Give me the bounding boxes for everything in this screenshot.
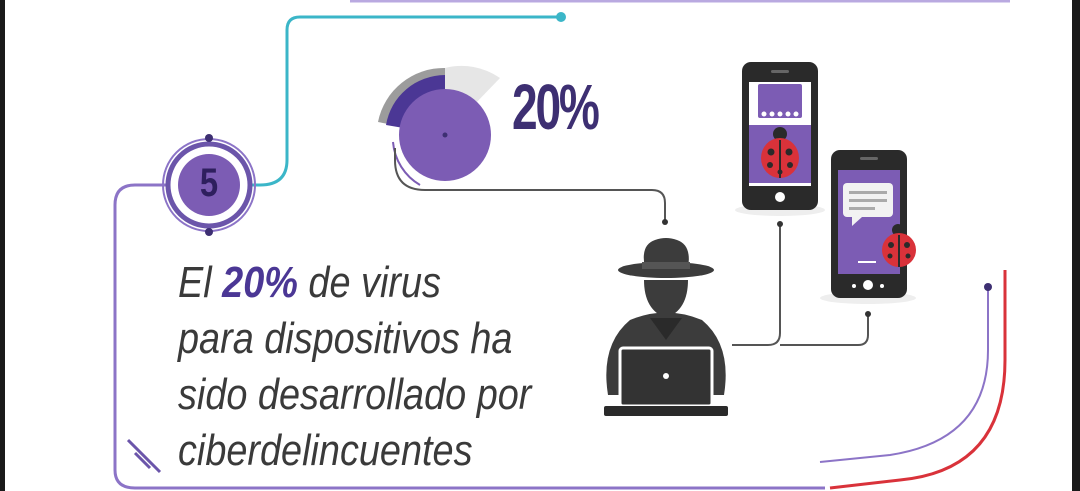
corner-accent-line-1	[126, 438, 162, 474]
corner-accent-line-2	[133, 451, 152, 470]
right-purple-arc	[819, 288, 989, 463]
fact-line-1: El 20% de virus	[178, 258, 441, 307]
hacker-to-phone2-connector	[780, 316, 869, 346]
hacker-to-phone1-connector	[732, 226, 781, 346]
ladybug-icon	[882, 224, 916, 267]
pie-gauge-icon	[378, 65, 500, 186]
right-frame-edge	[1072, 0, 1080, 491]
laptop-icon	[604, 346, 728, 416]
left-purple-frame-line	[113, 183, 825, 490]
fact-highlight: 20%	[222, 258, 298, 307]
ladybug-icon	[761, 127, 799, 178]
left-frame-edge	[0, 0, 5, 491]
fact-line-4: ciberdelincuentes	[178, 426, 473, 475]
fact-line-2: para dispositivos ha	[178, 314, 513, 363]
chat-bubble-icon	[843, 183, 893, 226]
fact-line-3: sido desarrollado por	[178, 370, 532, 419]
fact-text: El 20% de virus para dispositivos ha sid…	[178, 255, 539, 479]
teal-endpoint-dot	[556, 12, 566, 22]
arc-endpoint-dot	[984, 283, 992, 291]
teal-connector-line	[250, 15, 560, 187]
step-badge	[162, 134, 256, 236]
right-red-arc	[829, 270, 1007, 490]
connector-dot	[662, 219, 668, 225]
step-number: 5	[199, 160, 219, 205]
pie-to-hacker-connector	[394, 148, 666, 220]
stat-percentage: 20%	[512, 71, 600, 143]
